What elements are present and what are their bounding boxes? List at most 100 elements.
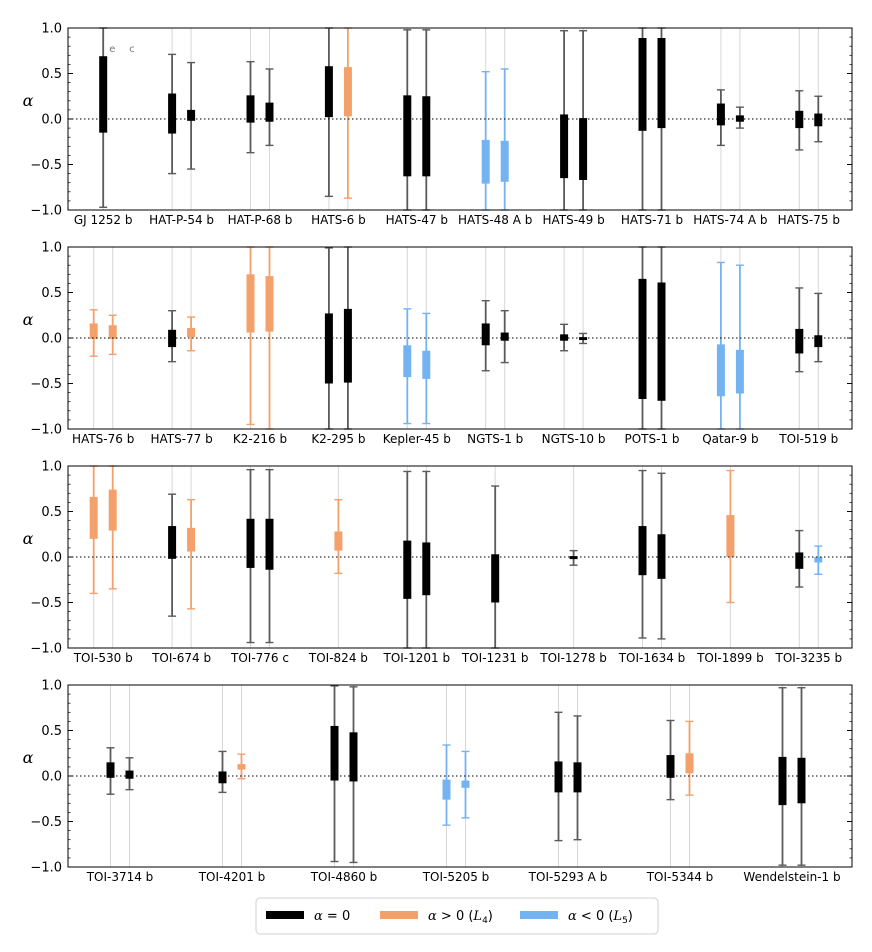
ytick-label: −1.0: [30, 204, 62, 219]
interval-box: [246, 518, 255, 568]
xtick-label: TOI-5205 b: [422, 870, 490, 884]
ytick-label: 0.5: [41, 505, 62, 520]
xtick-label: TOI-1231 b: [461, 651, 529, 665]
interval-box: [481, 139, 490, 184]
interval-box: [461, 780, 470, 788]
xtick-label: Qatar-9 b: [702, 432, 758, 446]
interval-box: [343, 67, 352, 117]
xtick-label: TOI-530 b: [73, 651, 133, 665]
xtick-label: HATS-77 b: [150, 432, 212, 446]
xtick-label: TOI-5293 A b: [528, 870, 608, 884]
panel-3: TOI-530 b TOI-674 b TOI-776 c TOI-824 b TOI-…: [23, 460, 853, 665]
xtick-label: TOI-1278 b: [539, 651, 607, 665]
planet-group: [334, 466, 343, 648]
ytick-label: 1.0: [41, 22, 62, 37]
planet-group: [554, 685, 582, 867]
annotation-label: e: [109, 44, 115, 55]
ytick-label: 1.0: [41, 460, 62, 475]
xtick-label: HATS-71 b: [621, 213, 683, 227]
interval-box: [99, 56, 108, 133]
interval-box: [491, 554, 500, 603]
ytick-label: 0.5: [41, 724, 62, 739]
interval-box: [324, 313, 333, 384]
interval-box: [657, 38, 666, 129]
legend-entry-L4: α > 0 (L4): [380, 909, 493, 926]
ytick-label: −0.5: [30, 596, 62, 611]
interval-box: [343, 308, 352, 383]
interval-box: [237, 764, 246, 770]
interval-box: [657, 282, 666, 401]
xtick-label: Kepler-45 b: [383, 432, 451, 446]
y-axis-label: α: [23, 91, 34, 110]
xtick-label: TOI-1899 b: [696, 651, 764, 665]
ytick-label: 1.0: [41, 241, 62, 256]
interval-box: [795, 328, 804, 354]
planet-group: [726, 466, 735, 648]
planet-group: [481, 28, 509, 211]
interval-box: [403, 345, 412, 378]
interval-box: [187, 109, 196, 121]
xtick-label: HAT-P-68 b: [228, 213, 293, 227]
ytick-label: 0.5: [41, 67, 62, 82]
interval-box: [168, 526, 177, 559]
xtick-label: HATS-76 b: [72, 432, 134, 446]
interval-box: [573, 762, 582, 793]
xtick-label: HATS-48 A b: [458, 213, 532, 227]
planet-group: [666, 685, 694, 867]
y-axis-label: α: [23, 748, 34, 767]
ytick-label: 0.5: [41, 286, 62, 301]
interval-box: [638, 526, 647, 576]
ytick-label: −0.5: [30, 815, 62, 830]
panel-1: GJ 1252 b e c HAT-P-54 b HAT-P-68 b HATS-6 b H…: [23, 22, 853, 227]
interval-box: [442, 779, 451, 800]
planet-group: [795, 28, 823, 210]
interval-box: [795, 552, 804, 569]
interval-box: [735, 115, 744, 122]
planet-group: [324, 27, 352, 210]
xtick-label: TOI-4201 b: [198, 870, 266, 884]
xtick-label: TOI-3714 b: [86, 870, 154, 884]
interval-box: [403, 540, 412, 599]
ytick-label: −0.5: [30, 377, 62, 392]
xtick-label: HATS-74 A b: [693, 213, 767, 227]
annotation-label: c: [129, 44, 135, 55]
interval-box: [108, 325, 117, 339]
panel-4: TOI-3714 b TOI-4201 b TOI-4860 b TOI-5205 b…: [23, 679, 853, 884]
interval-box: [218, 771, 227, 784]
xtick-label: HATS-47 b: [386, 213, 448, 227]
xtick-label: TOI-1201 b: [382, 651, 450, 665]
xtick-label: GJ 1252 b: [74, 213, 133, 227]
interval-box: [187, 527, 196, 552]
planet-group: [168, 466, 196, 648]
interval-box: [125, 770, 134, 779]
planet-group: [106, 685, 134, 867]
planet-group: [795, 247, 823, 429]
xtick-label: POTS-1 b: [624, 432, 679, 446]
interval-box: [778, 756, 787, 806]
xtick-label: HATS-75 b: [778, 213, 840, 227]
interval-box: [324, 66, 333, 118]
legend-entry-L5: α < 0 (L5): [520, 909, 633, 926]
interval-box: [246, 274, 255, 333]
interval-box: [500, 140, 509, 182]
ytick-label: 0.0: [41, 113, 62, 128]
interval-box: [422, 350, 431, 379]
ytick-label: −1.0: [30, 423, 62, 438]
interval-box: [797, 757, 806, 804]
planet-group: [89, 247, 117, 429]
interval-box: [500, 332, 509, 341]
interval-box: [89, 496, 98, 539]
interval-box: [422, 96, 431, 177]
legend-swatch: [266, 911, 304, 919]
planet-group: [569, 466, 578, 648]
interval-box: [422, 542, 431, 596]
interval-box: [330, 725, 339, 781]
xtick-label: TOI-776 c: [230, 651, 289, 665]
interval-box: [108, 489, 117, 531]
xtick-label: HATS-6 b: [311, 213, 366, 227]
interval-box: [265, 102, 274, 122]
ytick-label: 1.0: [41, 679, 62, 694]
xtick-label: K2-216 b: [233, 432, 287, 446]
planet-group: [246, 28, 274, 210]
interval-box: [168, 93, 177, 134]
